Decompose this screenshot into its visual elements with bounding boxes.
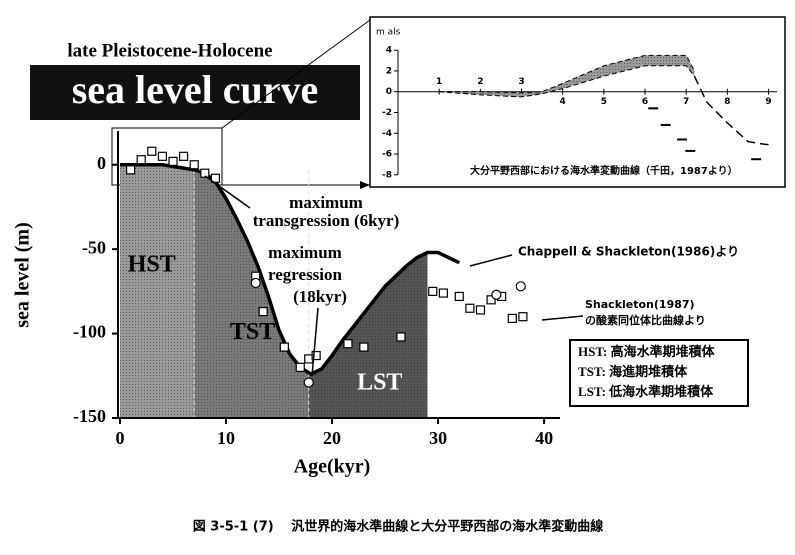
pointer: [204, 175, 251, 209]
legend-box: [569, 339, 749, 407]
inset-x-tick-label: 5: [601, 97, 607, 107]
pointer: [311, 307, 319, 377]
inset-x-tick-label: 8: [724, 97, 730, 107]
zoom-connector: [221, 19, 371, 129]
circle-point: [491, 289, 502, 300]
series-label: Chappell & Shackleton(1986)より: [518, 245, 739, 259]
tract-label: TST: [230, 319, 275, 345]
inset-x-tick-label: 6: [642, 97, 648, 107]
stipple: [194, 169, 309, 418]
x-tick-label: 20: [323, 428, 341, 448]
pointer: [541, 315, 584, 321]
square-point: [200, 168, 210, 178]
stipple: [120, 164, 195, 418]
inset-chart: m als 4 2 0 -2 -4 -6 -8 1 2 3 4 5 6 7 8 9 大分平野西部における海水準変動…: [376, 28, 777, 180]
square-point: [279, 342, 289, 352]
title: sea level curve: [72, 67, 319, 112]
legend-entry: HST: 高海水準期堆積体: [578, 344, 716, 359]
x-axis-label: Age(kyr): [294, 456, 371, 478]
square-point: [396, 332, 406, 342]
inset-x-tick-label: 4: [560, 97, 566, 107]
inset-frame: [369, 16, 786, 188]
inset-band-stipple: [439, 55, 695, 97]
square-point: [311, 350, 321, 361]
square-point: [179, 151, 189, 161]
square-point: [343, 339, 353, 349]
circle-point: [303, 377, 314, 388]
square-point: [465, 303, 475, 313]
square-point: [210, 173, 221, 183]
caption: 図 3-5-1 (7) 汎世界的海水準曲線と大分平野西部の海水準変動曲線: [193, 519, 604, 535]
annotation: maximum: [289, 193, 363, 212]
x-tick-label: 10: [217, 428, 235, 448]
inset-x-tick-label: 3: [518, 77, 524, 87]
inset-band-edge: [439, 65, 695, 98]
inset-x-tick-label: 2: [477, 77, 483, 87]
circle-point: [250, 277, 261, 289]
inset-y-tick-label: -8: [382, 170, 392, 180]
square-point: [438, 288, 448, 298]
y-axis-label: sea level (m): [12, 222, 34, 328]
stipple: [308, 252, 428, 418]
main-chart: HST TST LST 0 -50 -100 -150 0 10 20 30 40 Chappell &…: [73, 131, 739, 448]
inset-y-tick-label: 2: [386, 66, 392, 76]
legend-entry: LST: 低海水準期堆積体: [578, 384, 714, 399]
title-box: [30, 65, 360, 120]
inset-y-tick-label: -4: [382, 129, 392, 139]
square-point: [295, 362, 305, 372]
inset-x-tick-label: 7: [683, 97, 689, 107]
arrow-head: [360, 181, 370, 189]
y-tick-label: -100: [73, 322, 106, 342]
y-tick-label: -50: [82, 237, 106, 257]
inset-x-tick-label: 9: [765, 97, 771, 107]
annotation: transgression (6kyr): [253, 211, 400, 230]
square-point: [486, 295, 496, 305]
square-point: [126, 165, 136, 175]
square-point: [136, 155, 146, 165]
tract-label: LST: [357, 370, 402, 396]
inset-y-tick-label: 0: [386, 87, 392, 97]
tract-label: HST: [128, 252, 176, 278]
square-point: [258, 307, 268, 317]
annotation: maximum: [268, 243, 342, 262]
square-point: [507, 313, 517, 323]
inset-caption: 大分平野西部における海水準変動曲線（千田，1987より）: [470, 164, 738, 177]
series-label: Shackleton(1987): [585, 298, 695, 311]
supertitle: late Pleistocene-Holocene: [67, 40, 272, 61]
square-point: [157, 151, 168, 161]
square-point: [454, 291, 464, 302]
annotation: (18kyr): [293, 287, 347, 306]
inset-y-tick-label: -2: [382, 108, 392, 118]
series-label: の酸素同位体比曲線より: [585, 313, 706, 327]
pointer: [469, 254, 513, 267]
y-tick-label: 0: [97, 153, 106, 173]
square-point: [168, 156, 178, 166]
square-point: [359, 342, 369, 352]
square-point: [304, 354, 314, 364]
square-point: [147, 146, 157, 156]
inset-y-label: m als: [376, 28, 401, 38]
legend-entry: TST: 海進期堆積体: [578, 364, 688, 379]
circle-point: [515, 281, 526, 292]
x-tick-label: 0: [116, 428, 125, 448]
square-point: [518, 312, 528, 322]
square-point: [428, 286, 438, 296]
inset-curve: [693, 75, 769, 146]
x-tick-label: 40: [535, 428, 553, 448]
y-tick-label: -150: [73, 406, 106, 426]
inset-y-tick-label: -6: [382, 150, 392, 160]
x-tick-label: 30: [429, 428, 447, 448]
inset-x-tick-label: 1: [436, 77, 442, 87]
annotation: regression: [268, 265, 343, 284]
inset-y-tick-label: 4: [386, 46, 392, 56]
square-point: [189, 160, 199, 170]
square-point: [475, 305, 486, 315]
